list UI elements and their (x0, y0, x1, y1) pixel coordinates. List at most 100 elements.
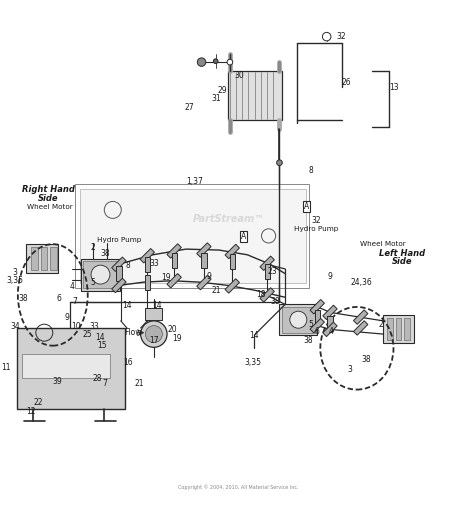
Text: 29: 29 (217, 86, 227, 95)
Bar (50, 247, 56, 270)
Bar (83, 261, 118, 288)
Bar (282, 307, 315, 333)
Polygon shape (328, 316, 333, 331)
Bar (17, 328, 125, 409)
Circle shape (277, 160, 283, 166)
Circle shape (227, 59, 233, 65)
Text: 34: 34 (10, 322, 20, 331)
Text: 1,37: 1,37 (186, 177, 203, 186)
Bar (22, 354, 110, 377)
Text: 3: 3 (348, 364, 353, 374)
Text: 9: 9 (328, 271, 332, 281)
Text: 13: 13 (389, 83, 399, 92)
Bar (387, 318, 393, 340)
Bar (280, 304, 317, 335)
Text: 16: 16 (124, 358, 133, 367)
Text: 33: 33 (149, 259, 159, 268)
Text: A: A (304, 202, 309, 211)
Polygon shape (315, 309, 320, 325)
Bar (404, 318, 410, 340)
Circle shape (290, 311, 307, 328)
Bar (383, 315, 414, 343)
Text: 14: 14 (152, 301, 162, 310)
Text: 7: 7 (73, 296, 77, 306)
Text: Side: Side (38, 194, 58, 202)
Text: 3: 3 (13, 268, 18, 277)
Text: Flow: Flow (124, 328, 142, 337)
Polygon shape (260, 288, 274, 302)
Text: 38: 38 (18, 294, 28, 303)
Text: 7: 7 (102, 379, 107, 388)
Text: 23: 23 (267, 267, 277, 276)
Text: 2: 2 (90, 243, 95, 252)
Bar (75, 184, 309, 288)
Text: 30: 30 (234, 71, 244, 80)
Text: 8: 8 (309, 166, 313, 175)
Polygon shape (197, 243, 211, 257)
Text: 11: 11 (1, 363, 10, 372)
Text: 38: 38 (303, 336, 312, 345)
Text: 20: 20 (168, 325, 178, 334)
Text: Wheel Motor: Wheel Motor (27, 203, 73, 210)
Polygon shape (167, 274, 182, 288)
Text: 4: 4 (329, 327, 334, 336)
Polygon shape (225, 244, 239, 258)
Polygon shape (116, 266, 121, 281)
Text: 31: 31 (211, 93, 221, 103)
Text: 5: 5 (90, 278, 95, 286)
Text: 19: 19 (161, 273, 171, 282)
Bar (41, 247, 47, 270)
Polygon shape (145, 257, 150, 272)
Polygon shape (112, 278, 126, 293)
Text: 2: 2 (378, 320, 383, 329)
Text: 25: 25 (83, 330, 92, 338)
Text: 26: 26 (342, 78, 351, 87)
Text: PartStream™: PartStream™ (192, 214, 264, 224)
Text: 6: 6 (315, 327, 319, 336)
Polygon shape (197, 276, 211, 290)
Text: Hydro Pump: Hydro Pump (97, 237, 141, 243)
Bar (228, 71, 282, 120)
Text: 9: 9 (206, 271, 211, 281)
Text: 21: 21 (212, 285, 221, 295)
Text: 14: 14 (95, 333, 105, 342)
Circle shape (197, 58, 206, 66)
Text: 5: 5 (309, 320, 313, 329)
Bar (81, 258, 120, 291)
Polygon shape (145, 275, 150, 290)
Text: Wheel Motor: Wheel Motor (360, 241, 406, 248)
Text: 21: 21 (135, 379, 145, 388)
Text: 38: 38 (362, 355, 371, 364)
Polygon shape (229, 254, 235, 269)
Polygon shape (354, 321, 368, 335)
Text: 18: 18 (256, 291, 265, 299)
Polygon shape (264, 264, 270, 279)
Text: 39: 39 (53, 377, 63, 386)
Text: 4: 4 (69, 282, 74, 291)
Bar (396, 318, 401, 340)
Polygon shape (140, 249, 155, 263)
Text: 14: 14 (250, 332, 259, 340)
Polygon shape (225, 279, 239, 293)
Text: A: A (241, 233, 246, 241)
Text: 33: 33 (89, 322, 99, 331)
Text: 19: 19 (173, 334, 182, 344)
Text: 32: 32 (311, 216, 320, 225)
Text: 8: 8 (126, 261, 131, 270)
Polygon shape (112, 257, 126, 271)
Text: 12: 12 (27, 407, 36, 416)
Polygon shape (310, 318, 324, 333)
Text: 9: 9 (64, 312, 69, 322)
Bar (27, 244, 58, 272)
Polygon shape (172, 253, 177, 268)
Text: 14: 14 (122, 301, 132, 310)
Circle shape (146, 325, 163, 343)
Circle shape (213, 59, 218, 63)
Text: 28: 28 (92, 374, 102, 383)
Text: 3,35: 3,35 (245, 358, 262, 367)
Text: 32: 32 (336, 32, 346, 41)
Text: 3,35: 3,35 (7, 276, 24, 285)
Circle shape (91, 265, 110, 284)
Circle shape (141, 321, 167, 347)
Polygon shape (167, 244, 182, 258)
